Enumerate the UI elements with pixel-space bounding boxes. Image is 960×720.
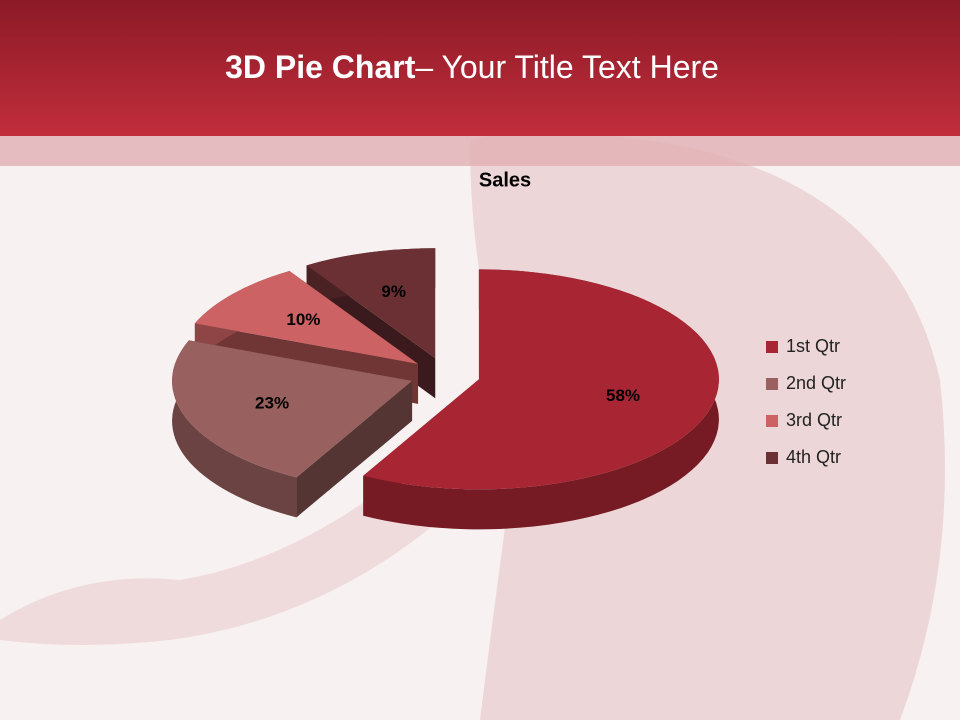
data-label: 58% <box>606 386 640 405</box>
legend-label: 3rd Qtr <box>786 410 842 430</box>
slice <box>194 270 419 364</box>
slice <box>172 340 413 478</box>
slice-wall <box>363 269 719 530</box>
slice <box>363 269 719 490</box>
title-bold: 3D Pie Chart <box>225 49 416 85</box>
header-stripe <box>0 136 960 166</box>
legend: 1st Qtr 2nd Qtr 3rd Qtr 4th Qtr <box>766 336 846 467</box>
legend-swatch <box>766 378 778 390</box>
slide-title: 3D Pie Chart– Your Title Text Here <box>225 49 719 85</box>
legend-label: 4th Qtr <box>786 447 841 467</box>
background-arm <box>0 460 440 645</box>
slice <box>306 248 436 359</box>
data-label: 10% <box>286 310 320 329</box>
legend-swatch <box>766 341 778 353</box>
legend-label: 2nd Qtr <box>786 373 846 393</box>
legend-swatch <box>766 415 778 427</box>
data-label: 23% <box>255 394 289 413</box>
header-band <box>0 0 960 136</box>
title-rest: – Your Title Text Here <box>415 49 719 85</box>
pie: 58% 23% 10% 9% <box>172 248 719 530</box>
data-label: 9% <box>381 282 406 301</box>
legend-label: 1st Qtr <box>786 336 840 356</box>
legend-swatch <box>766 452 778 464</box>
chart-title: Sales <box>479 169 531 191</box>
slice-wall <box>172 340 297 518</box>
